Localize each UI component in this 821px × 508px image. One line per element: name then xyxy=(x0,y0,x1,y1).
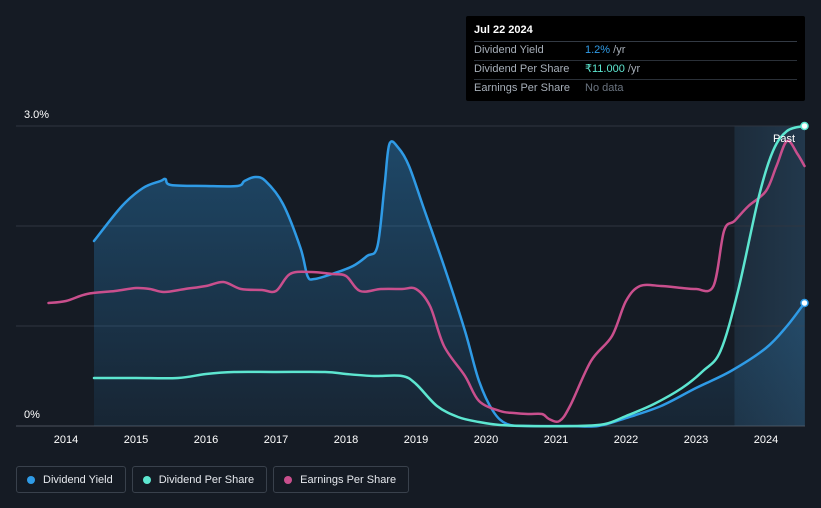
x-tick-label: 2014 xyxy=(54,434,78,446)
tooltip-panel: Jul 22 2024 Dividend Yield 1.2% /yr Divi… xyxy=(466,16,805,101)
x-tick-label: 2016 xyxy=(194,434,218,446)
legend-label: Dividend Per Share xyxy=(158,473,255,486)
legend-dot-icon xyxy=(27,475,35,484)
tooltip-value: No data xyxy=(585,82,624,94)
tooltip-label: Dividend Per Share xyxy=(474,63,570,75)
tooltip-row-dividend-per-share: Dividend Per Share ₹11.000 /yr xyxy=(474,61,797,80)
tooltip-date: Jul 22 2024 xyxy=(474,16,797,42)
tooltip-label: Earnings Per Share xyxy=(474,82,570,94)
x-tick-label: 2015 xyxy=(124,434,148,446)
x-tick-label: 2024 xyxy=(754,434,778,446)
earnings-per-share-line xyxy=(47,139,806,424)
x-tick-label: 2022 xyxy=(614,434,638,446)
chart-legend: Dividend Yield Dividend Per Share Earnin… xyxy=(16,466,410,493)
legend-dividend-yield[interactable]: Dividend Yield xyxy=(16,466,126,493)
x-tick-label: 2019 xyxy=(404,434,428,446)
x-tick-label: 2018 xyxy=(334,434,358,446)
past-label: Past xyxy=(773,133,795,145)
x-tick-label: 2021 xyxy=(544,434,568,446)
tooltip-row-dividend-yield: Dividend Yield 1.2% /yr xyxy=(474,42,797,61)
dividend-yield-endpoint xyxy=(800,298,809,308)
tooltip-suffix: /yr xyxy=(610,44,626,56)
y-tick-max: 3.0% xyxy=(24,109,49,121)
tooltip-row-earnings-per-share: Earnings Per Share No data xyxy=(474,80,797,98)
tooltip-value: ₹11.000 xyxy=(585,63,625,75)
legend-dot-icon xyxy=(142,475,151,484)
x-tick-label: 2017 xyxy=(264,434,288,446)
tooltip-value: 1.2% xyxy=(585,44,611,56)
y-tick-zero: 0% xyxy=(24,409,40,421)
dividend-per-share-endpoint xyxy=(800,121,809,131)
tooltip-suffix: /yr xyxy=(624,63,641,75)
legend-label: Earnings Per Share xyxy=(300,473,397,486)
legend-label: Dividend Yield xyxy=(43,473,113,486)
legend-earnings-per-share[interactable]: Earnings Per Share xyxy=(273,466,410,493)
x-tick-label: 2023 xyxy=(684,434,708,446)
x-tick-label: 2020 xyxy=(474,434,498,446)
dividend-per-share-line xyxy=(92,124,806,428)
legend-dividend-per-share[interactable]: Dividend Per Share xyxy=(131,466,268,493)
tooltip-label: Dividend Yield xyxy=(474,44,544,56)
legend-dot-icon xyxy=(284,475,293,484)
